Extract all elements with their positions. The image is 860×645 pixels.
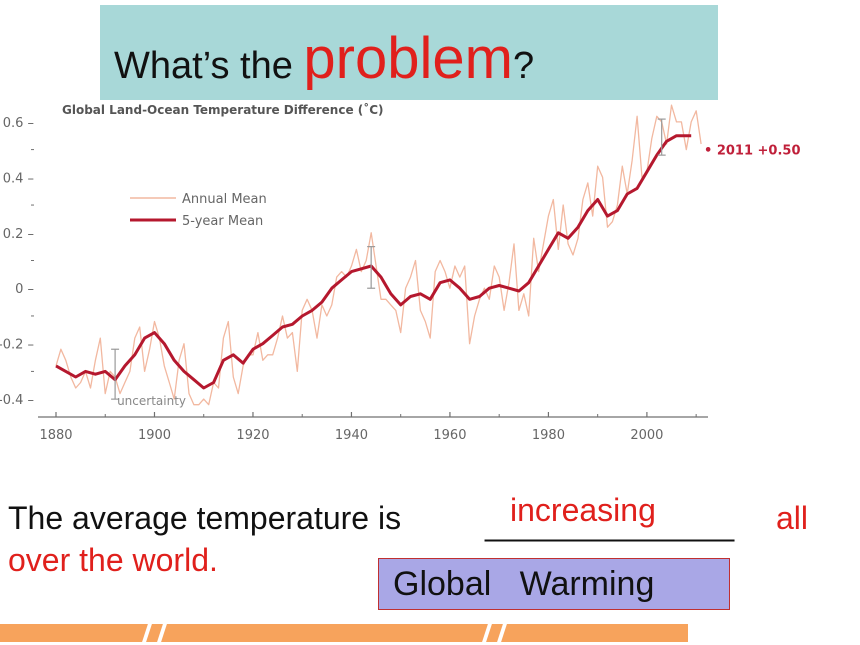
title-emphasis: problem <box>303 26 513 91</box>
sentence-after: all <box>776 500 809 536</box>
title-suffix: ? <box>512 45 535 87</box>
footer-slash <box>142 624 152 642</box>
title-box: What’s the problem? <box>100 5 718 100</box>
y-tick-label: 0.4 – <box>3 171 34 186</box>
page-title: What’s the problem? <box>114 25 534 92</box>
footer-slash <box>497 624 507 642</box>
annual-mean-line <box>55 104 702 406</box>
y-tick-label: 0.6 – <box>3 116 34 131</box>
x-tick-label: 1960 <box>433 428 466 443</box>
x-tick-label: 1980 <box>532 428 565 443</box>
five-year-mean-line <box>55 134 692 390</box>
global-warming-box: Global Warming <box>378 558 730 610</box>
legend-annual-label: Annual Mean <box>182 192 267 207</box>
temperature-chart: Global Land-Ocean Temperature Difference… <box>0 102 801 443</box>
y-tick-label: -0.2 – <box>0 338 34 353</box>
uncertainty-label: uncertainty <box>117 394 186 408</box>
global-warming-label: Global Warming <box>393 565 655 603</box>
title-prefix: What’s the <box>114 45 304 87</box>
y-tick-label: -0.4 – <box>0 393 34 408</box>
legend-five-year-label: 5-year Mean <box>182 214 263 229</box>
x-tick-label: 1940 <box>335 428 368 443</box>
x-tick-label: 1880 <box>39 428 72 443</box>
x-tick-label: 1900 <box>138 428 171 443</box>
answer-word: increasing <box>510 492 656 528</box>
y-tick-label: 0.2 – <box>3 227 34 242</box>
sentence-line2: over the world. <box>8 542 218 578</box>
annotation-2011: • 2011 +0.50 <box>704 144 801 159</box>
chart-title: Global Land-Ocean Temperature Difference… <box>62 102 384 117</box>
y-tick-label: 0 – <box>15 282 34 297</box>
answer-blank: ______________ <box>485 506 735 542</box>
x-tick-label: 1920 <box>236 428 269 443</box>
x-tick-label: 2000 <box>630 428 663 443</box>
footer-slash <box>157 624 167 642</box>
footer-slash <box>482 624 492 642</box>
sentence-before: The average temperature is <box>8 500 402 536</box>
footer-bar <box>0 624 688 642</box>
